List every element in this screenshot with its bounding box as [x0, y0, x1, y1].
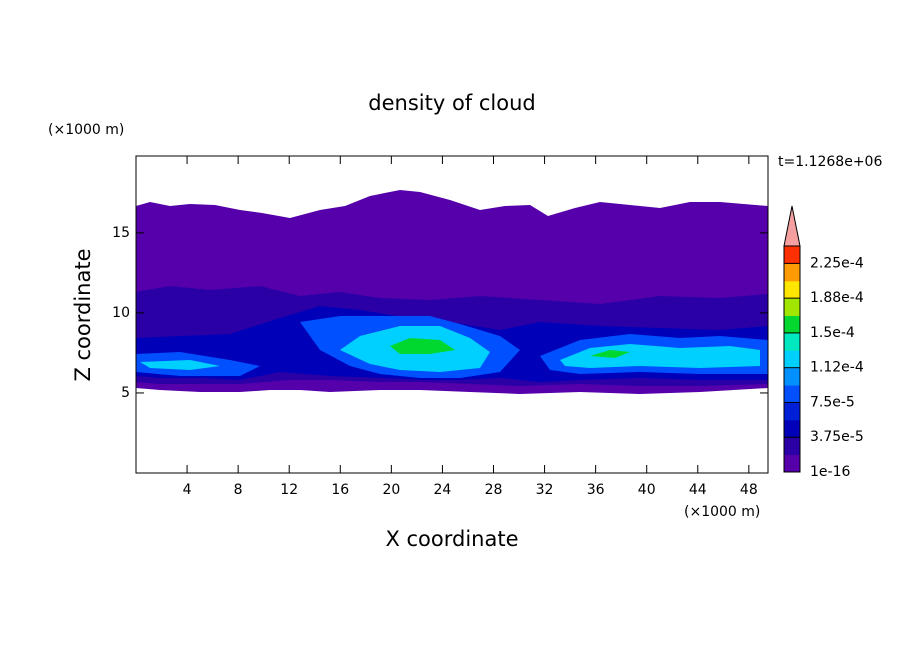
colorbar-band — [784, 367, 800, 386]
colorbar-band — [784, 246, 800, 264]
colorbar-over — [783, 205, 801, 247]
colorbar-tick-label: 1.5e-4 — [810, 325, 855, 341]
chart-title: density of cloud — [368, 91, 535, 115]
cloud-region — [390, 338, 630, 358]
colorbar-band — [784, 263, 800, 282]
x-tick-label: 12 — [280, 482, 298, 498]
y-unit: (×1000 m) — [48, 122, 124, 138]
x-tick-label: 40 — [638, 482, 656, 498]
colorbar-band — [784, 419, 800, 438]
colorbar-tick-label: 1.12e-4 — [810, 360, 864, 376]
colorbar-tick-label: 1.88e-4 — [810, 290, 864, 306]
x-tick-label: 24 — [434, 482, 452, 498]
x-tick-label: 4 — [183, 482, 192, 498]
colorbar-tick-label: 1e-16 — [810, 464, 850, 480]
colorbar-tick-label: 3.75e-5 — [810, 429, 864, 445]
x-tick-label: 16 — [331, 482, 349, 498]
time-annotation: t=1.1268e+06 — [778, 154, 882, 170]
x-tick-label: 48 — [740, 482, 758, 498]
contour-field — [136, 190, 768, 394]
colorbar-band — [784, 385, 800, 403]
y-tick-label: 10 — [112, 305, 130, 321]
plot-frame — [135, 155, 769, 474]
colorbar-band — [784, 332, 800, 351]
colorbar-band — [784, 454, 800, 473]
x-tick-label: 28 — [485, 482, 503, 498]
x-tick-label: 44 — [689, 482, 707, 498]
colorbar-band — [784, 298, 800, 317]
colorbar-band — [784, 315, 800, 334]
y-axis-label: Z coordinate — [71, 248, 95, 381]
x-axis-label: X coordinate — [385, 527, 518, 551]
colorbar-tick-label: 2.25e-4 — [810, 255, 864, 271]
colorbar-tick-label: 7.5e-5 — [810, 394, 855, 410]
y-tick-label: 5 — [121, 385, 130, 401]
colorbar-band — [784, 437, 800, 456]
x-tick-label: 8 — [234, 482, 243, 498]
colorbar-band — [784, 280, 800, 299]
colorbar-band — [784, 402, 800, 421]
x-tick-label: 36 — [587, 482, 605, 498]
x-unit: (×1000 m) — [684, 504, 760, 520]
x-tick-label: 20 — [382, 482, 400, 498]
colorbar-band — [784, 350, 800, 369]
x-tick-label: 32 — [536, 482, 554, 498]
y-tick-label: 15 — [112, 225, 130, 241]
